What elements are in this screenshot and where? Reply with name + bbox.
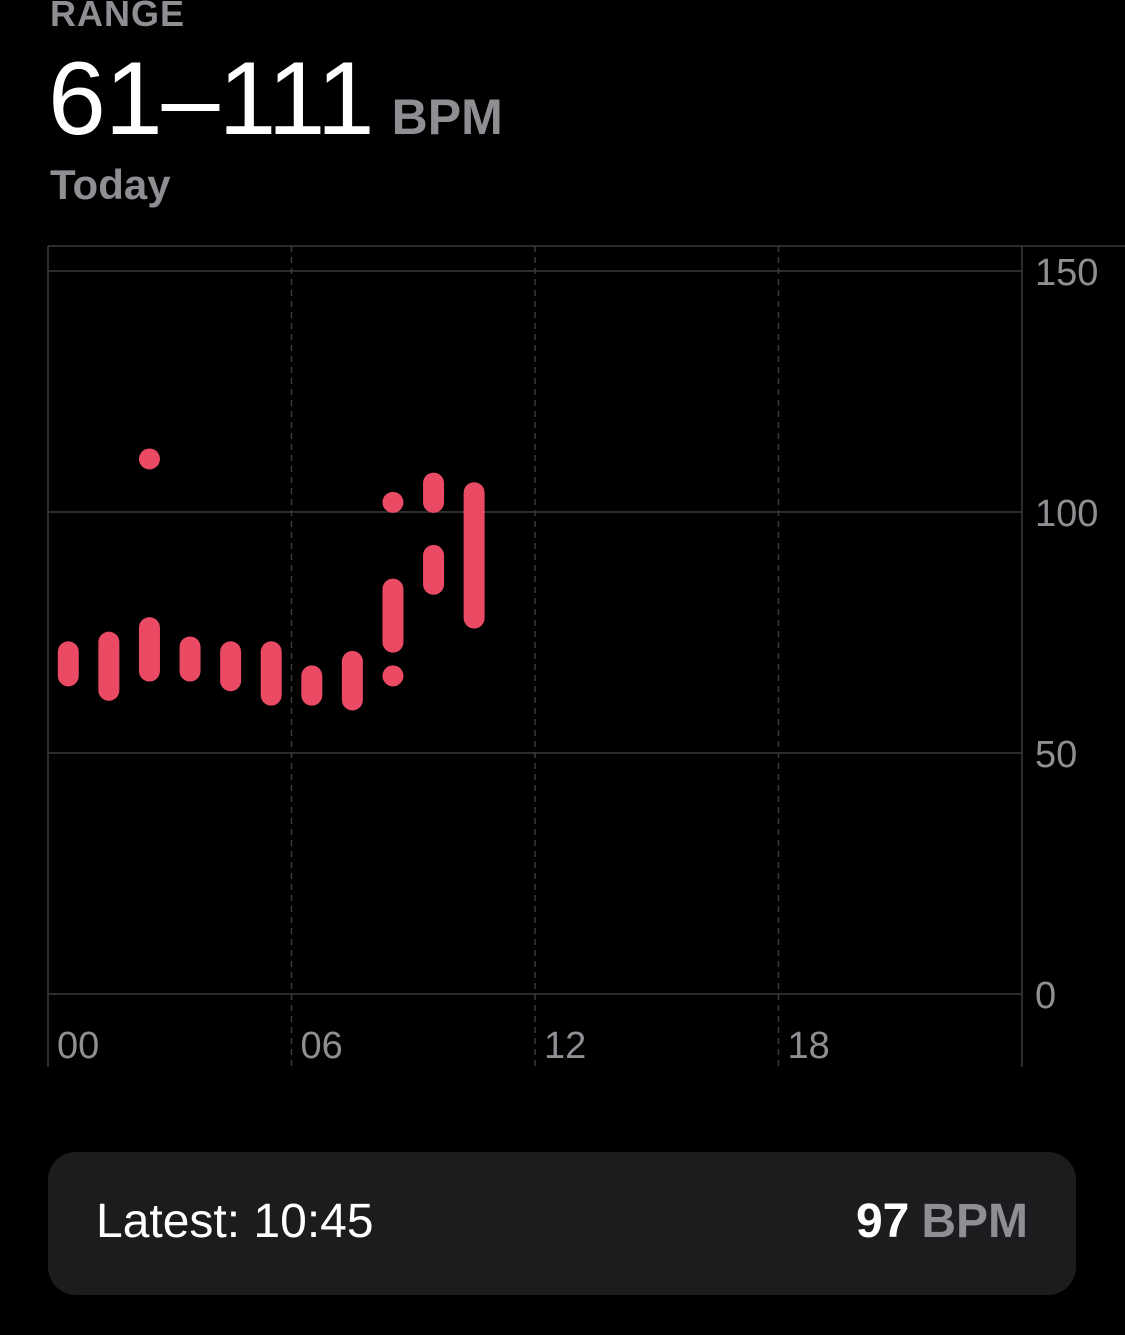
heart-rate-range-bar[interactable] [423, 472, 445, 513]
heart-rate-range-bar[interactable] [138, 448, 160, 470]
chart-ticks: 0 50 100 150 00 06 12 18 [57, 252, 1098, 1067]
range-number: 61–111 [48, 41, 375, 157]
heart-rate-range-bar[interactable] [220, 641, 242, 692]
y-tick-label: 0 [1035, 975, 1056, 1017]
period-label: Today [50, 161, 171, 208]
heart-rate-range-bar[interactable] [98, 631, 120, 701]
range-unit: BPM [391, 89, 503, 145]
heart-rate-range-bar[interactable] [301, 665, 323, 706]
chart-grid [47, 245, 1125, 1067]
latest-reading: 97 BPM [855, 1195, 1028, 1249]
heart-rate-range-bar[interactable] [138, 617, 160, 682]
chart-bars [57, 448, 485, 711]
x-tick-label: 12 [544, 1025, 586, 1067]
x-tick-label: 06 [301, 1025, 343, 1067]
heart-rate-range-bar[interactable] [382, 665, 404, 687]
heart-rate-range-bar[interactable] [341, 650, 363, 711]
y-tick-label: 150 [1035, 252, 1098, 294]
heart-rate-range-bar[interactable] [382, 578, 404, 653]
y-tick-label: 50 [1035, 734, 1077, 776]
heart-rate-range-bar[interactable] [57, 641, 79, 687]
latest-reading-card[interactable]: Latest: 10:45 97 BPM [48, 1152, 1076, 1295]
latest-unit: BPM [921, 1195, 1028, 1248]
x-tick-label: 00 [57, 1025, 99, 1067]
range-label: RANGE [50, 0, 186, 34]
x-tick-label: 18 [788, 1025, 830, 1067]
heart-rate-range-bar[interactable] [382, 491, 404, 513]
heart-rate-range-bar[interactable] [423, 544, 445, 595]
heart-rate-range-bar[interactable] [260, 641, 282, 706]
heart-rate-range-bar[interactable] [463, 482, 485, 629]
latest-value: 97 [855, 1195, 910, 1248]
range-value: 61–111 BPM [48, 42, 503, 156]
latest-label: Latest: 10:45 [96, 1195, 374, 1248]
y-tick-label: 100 [1035, 493, 1098, 535]
heart-rate-range-bar[interactable] [179, 636, 201, 682]
heart-rate-chart[interactable]: 0 50 100 150 00 06 12 18 [0, 0, 1125, 1090]
